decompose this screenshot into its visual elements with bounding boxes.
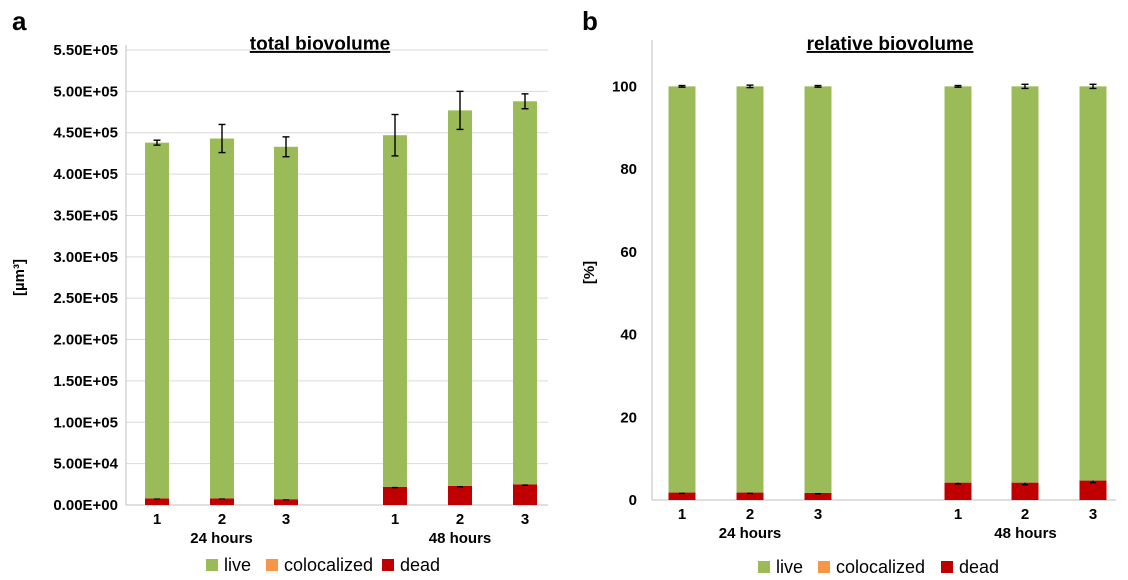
bar-live: [804, 86, 832, 493]
bar-live: [736, 86, 764, 493]
chart-panel-b: b relative biovolume 0 20 40 60 80 100 [%] 1 2 3 1 2 3…: [581, 6, 1116, 577]
y-tick-label: 2.00E+05: [53, 332, 118, 349]
bar-dead: [1079, 480, 1107, 500]
y-tick-label: 0: [629, 492, 637, 509]
legend-swatch-dead: [941, 561, 953, 573]
y-tick-label: 20: [620, 409, 637, 426]
x-tick-label: 1: [678, 506, 686, 523]
x-tick-label: 3: [521, 511, 529, 528]
y-tick-label: 3.00E+05: [53, 249, 118, 266]
x-tick-label: 1: [153, 511, 161, 528]
legend: live colocalized dead: [758, 557, 999, 577]
legend-label-dead: dead: [959, 557, 999, 577]
legend-label-live: live: [224, 555, 251, 575]
group-label: 48 hours: [429, 530, 492, 547]
bar-live: [145, 142, 169, 499]
y-tick-label: 80: [620, 161, 637, 178]
panel-letter: a: [12, 6, 27, 36]
x-tick-label: 3: [814, 506, 822, 523]
x-tick-label: 2: [746, 506, 754, 523]
bar-live: [1011, 86, 1039, 483]
x-tick-label: 2: [1021, 506, 1029, 523]
chart-title: total biovolume: [250, 34, 390, 55]
legend: live colocalized dead: [206, 555, 440, 575]
bar-dead: [944, 482, 972, 500]
bar-live: [944, 86, 972, 483]
x-tick-label: 1: [954, 506, 962, 523]
bar-live: [210, 138, 234, 499]
bar-dead: [736, 492, 764, 500]
y-tick-label: 1.00E+05: [53, 414, 118, 431]
chart-panel-a: a total biovolume 0.00E+00 5.00E+04 1.00E+05…: [11, 6, 548, 575]
group-label: 24 hours: [190, 530, 253, 547]
chart-title: relative biovolume: [807, 34, 974, 55]
x-tick-label: 2: [218, 511, 226, 528]
bar-dead: [668, 492, 696, 500]
bar-live: [668, 86, 696, 493]
bar-live: [274, 146, 298, 500]
y-tick-label: 5.00E+05: [53, 83, 118, 100]
legend-label-dead: dead: [400, 555, 440, 575]
legend-label-live: live: [776, 557, 803, 577]
y-tick-label: 100: [612, 78, 637, 95]
panel-letter: b: [582, 6, 598, 36]
bar-dead: [383, 486, 407, 505]
bar-dead: [448, 485, 472, 505]
legend-swatch-live: [206, 559, 218, 571]
y-tick-label: 5.50E+05: [53, 42, 118, 59]
y-tick-label: 0.00E+00: [53, 497, 118, 514]
bar-dead: [210, 498, 234, 505]
legend-swatch-live: [758, 561, 770, 573]
x-tick-label: 3: [1089, 506, 1097, 523]
y-tick-label: 5.00E+04: [53, 456, 118, 473]
group-label: 24 hours: [719, 525, 782, 542]
bar-live: [513, 101, 537, 485]
group-label: 48 hours: [994, 525, 1057, 542]
bar-live: [448, 110, 472, 486]
y-tick-label: 2.50E+05: [53, 290, 118, 307]
x-tick-label: 1: [391, 511, 399, 528]
y-axis-label: [%]: [581, 261, 598, 284]
y-axis-label: [µm³]: [11, 259, 28, 296]
bar-dead: [513, 484, 537, 505]
y-tick-label: 1.50E+05: [53, 373, 118, 390]
legend-label-colocalized: colocalized: [836, 557, 925, 577]
legend-swatch-dead: [382, 559, 394, 571]
bar-dead: [1011, 482, 1039, 500]
y-tick-label: 3.50E+05: [53, 207, 118, 224]
bar-live: [1079, 86, 1107, 481]
y-tick-label: 60: [620, 244, 637, 261]
bar-dead: [804, 492, 832, 500]
bar-dead: [145, 498, 169, 505]
x-tick-label: 2: [456, 511, 464, 528]
y-tick-label: 4.00E+05: [53, 166, 118, 183]
y-tick-label: 4.50E+05: [53, 125, 118, 142]
legend-swatch-colocalized: [266, 559, 278, 571]
bar-dead: [274, 499, 298, 505]
x-tick-label: 3: [282, 511, 290, 528]
bar-live: [383, 135, 407, 487]
legend-label-colocalized: colocalized: [284, 555, 373, 575]
legend-swatch-colocalized: [818, 561, 830, 573]
y-tick-label: 40: [620, 327, 637, 344]
